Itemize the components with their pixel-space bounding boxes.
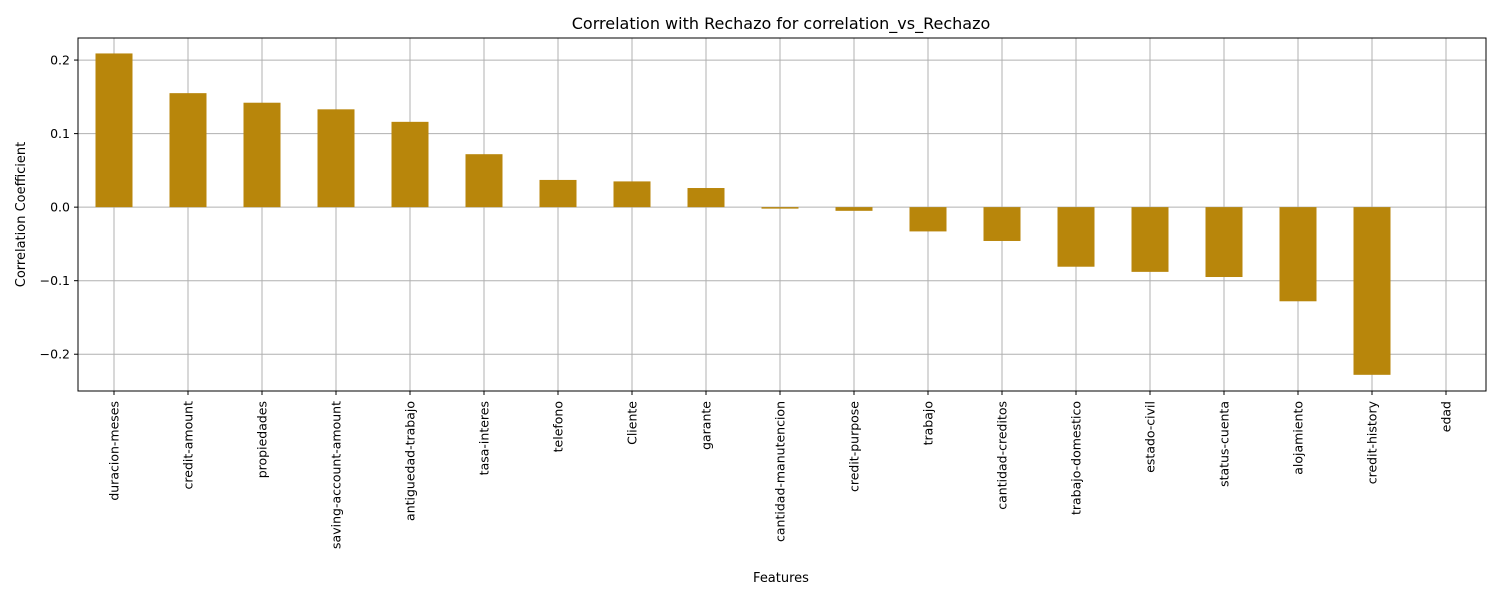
bar-trabajo-domestico bbox=[1057, 207, 1095, 267]
x-tick-label: telefono bbox=[551, 401, 566, 452]
x-tick-label: estado-civil bbox=[1143, 401, 1158, 473]
x-tick-label: cantidad-manutencion bbox=[773, 401, 788, 542]
x-tick-label: Cliente bbox=[625, 401, 640, 445]
bar-trabajo bbox=[909, 207, 947, 232]
bar-propiedades bbox=[243, 102, 281, 208]
bars bbox=[95, 53, 1391, 375]
x-tick-label: garante bbox=[699, 401, 714, 450]
x-tick-label: trabajo bbox=[921, 401, 936, 445]
bar-telefono bbox=[539, 179, 577, 208]
bar-antiguedad-trabajo bbox=[391, 121, 429, 208]
bar-estado-civil bbox=[1131, 207, 1169, 272]
y-tick-label: −0.2 bbox=[40, 347, 70, 362]
bar-credit-history bbox=[1353, 207, 1391, 375]
x-tick-label: antiguedad-trabajo bbox=[403, 401, 418, 521]
y-tick-label: 0.1 bbox=[50, 126, 70, 141]
x-tick-label: cantidad-creditos bbox=[995, 401, 1010, 510]
x-tick-label: saving-account-amount bbox=[329, 401, 344, 549]
x-tick-label: tasa-interes bbox=[477, 401, 492, 475]
chart-title: Correlation with Rechazo for correlation… bbox=[572, 14, 991, 34]
bar-saving-account-amount bbox=[317, 109, 355, 208]
x-tick-label: trabajo-domestico bbox=[1069, 401, 1084, 515]
bar-cantidad-manutencion bbox=[761, 207, 799, 209]
bar-credit-amount bbox=[169, 93, 207, 208]
x-tick-label: credit-purpose bbox=[847, 401, 862, 492]
x-axis: duracion-meses credit-amount propiedades sa… bbox=[107, 391, 1454, 549]
x-tick-label: alojamiento bbox=[1291, 401, 1306, 475]
grid bbox=[78, 38, 1486, 391]
bar-cantidad-creditos bbox=[983, 207, 1021, 241]
plot-frame bbox=[77, 37, 1487, 392]
y-axis: −0.2 −0.1 0.0 0.1 0.2 bbox=[40, 53, 78, 362]
x-tick-label: credit-amount bbox=[181, 401, 196, 490]
bar-credit-purpose bbox=[835, 207, 873, 211]
x-tick-label: duracion-meses bbox=[107, 401, 122, 501]
x-tick-label: edad bbox=[1439, 401, 1454, 432]
bar-status-cuenta bbox=[1205, 207, 1243, 278]
bar-alojamiento bbox=[1279, 207, 1317, 302]
y-tick-label: −0.1 bbox=[40, 273, 70, 288]
x-tick-label: status-cuenta bbox=[1217, 401, 1232, 487]
bar-garante bbox=[687, 188, 725, 208]
bar-tasa-interes bbox=[465, 154, 503, 208]
y-tick-label: 0.2 bbox=[50, 53, 70, 68]
bar-duracion-meses bbox=[95, 53, 133, 208]
y-tick-label: 0.0 bbox=[50, 200, 70, 215]
y-axis-label: Correlation Coefficient bbox=[14, 142, 29, 288]
x-tick-label: credit-history bbox=[1365, 400, 1380, 484]
bar-Cliente bbox=[613, 181, 651, 208]
x-axis-label: Features bbox=[753, 571, 809, 586]
x-tick-label: propiedades bbox=[255, 401, 270, 478]
